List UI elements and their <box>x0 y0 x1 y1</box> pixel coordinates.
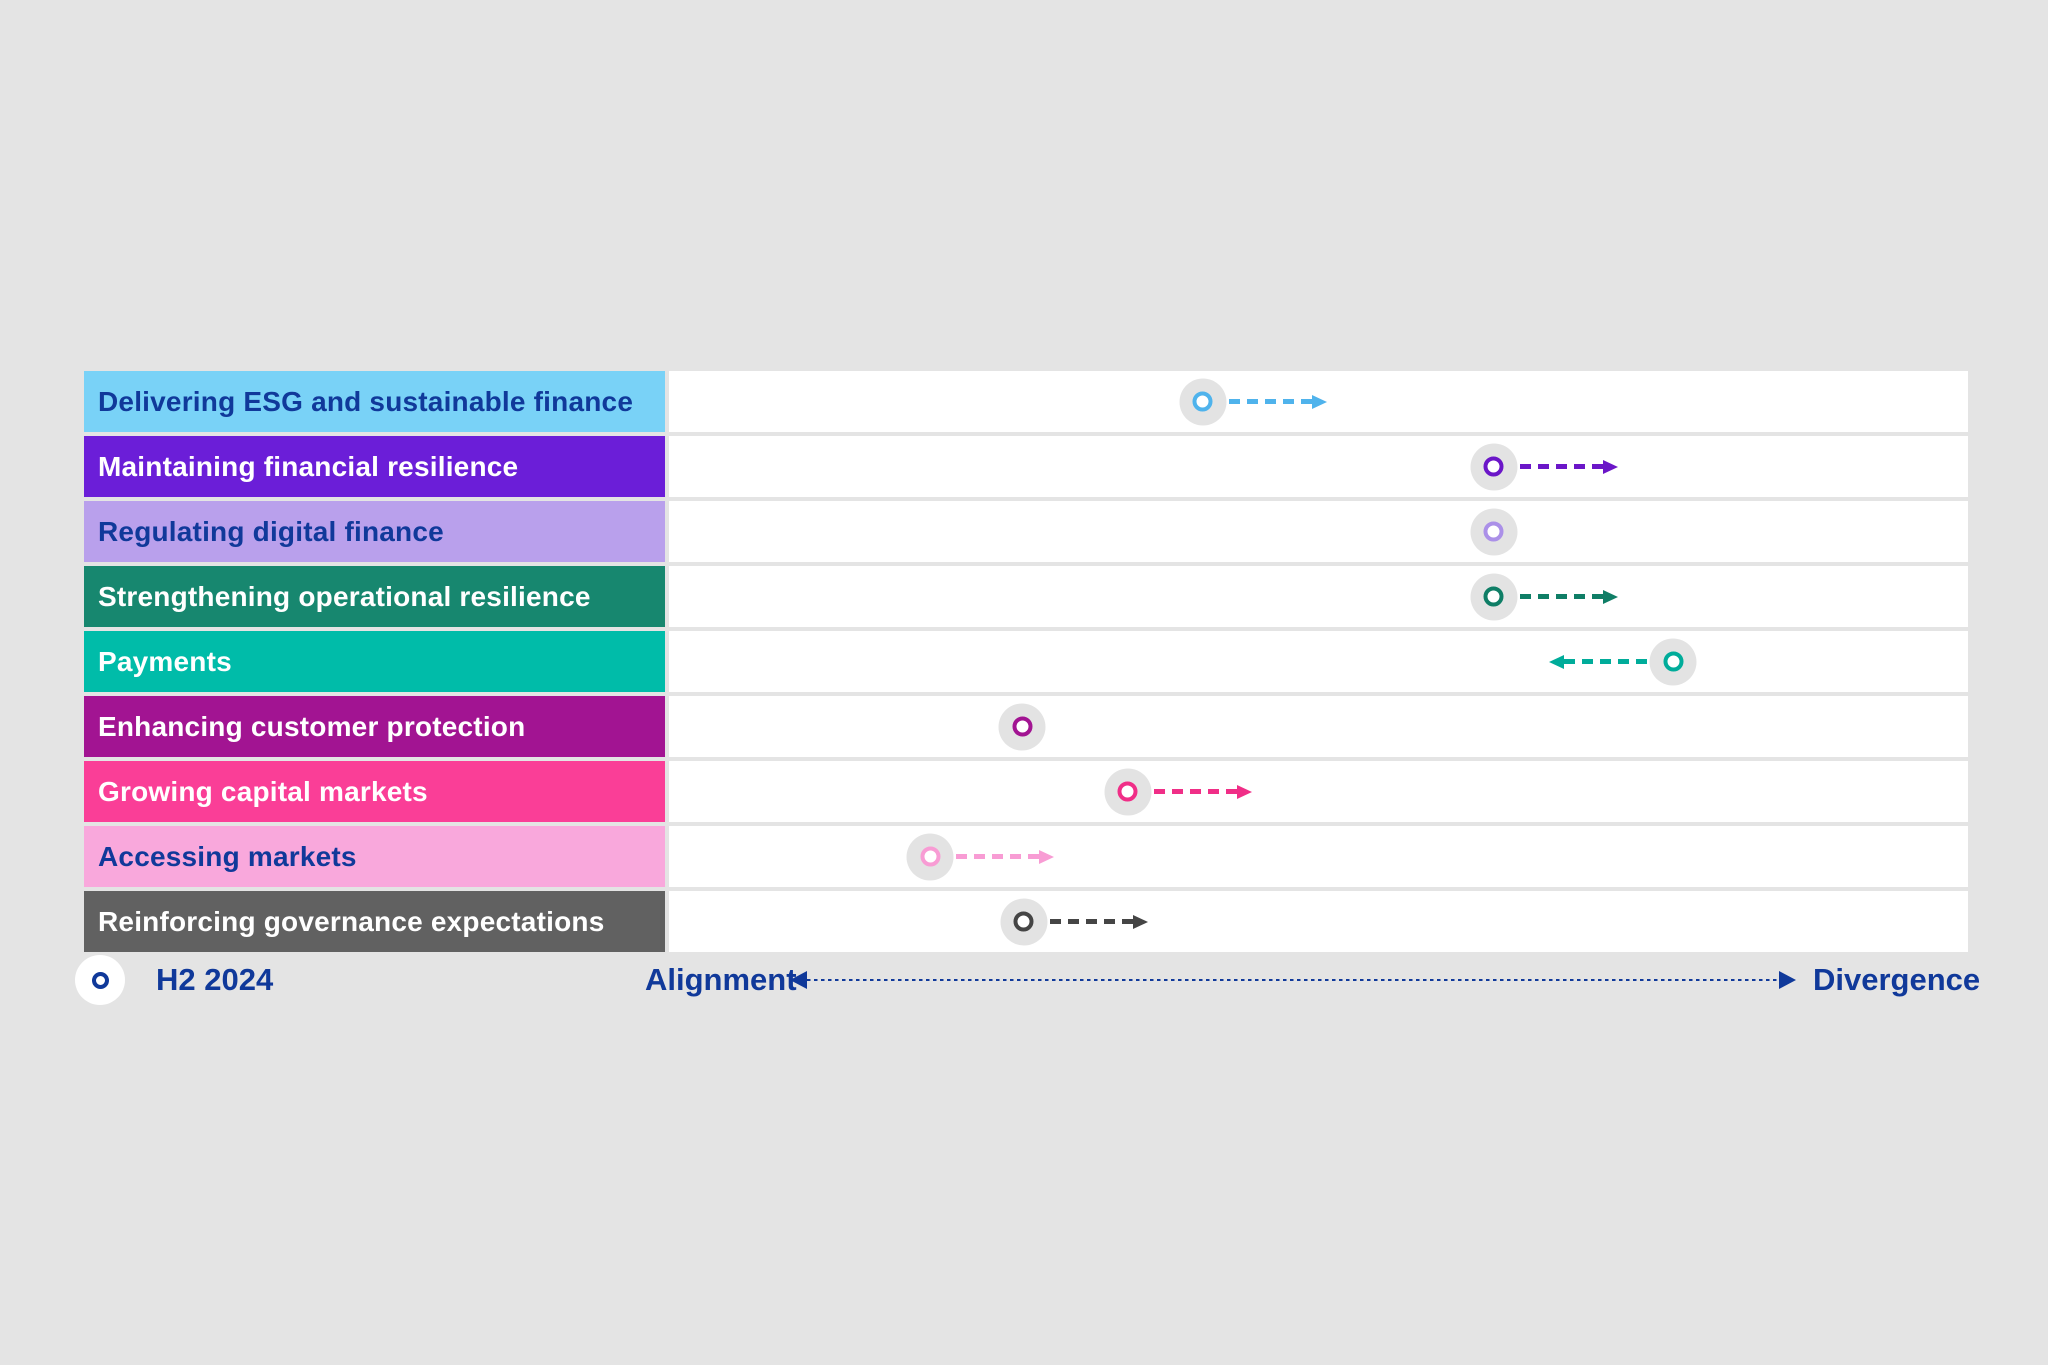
arrowhead-right-icon <box>1311 394 1327 409</box>
arrowhead-right-icon <box>1602 459 1618 474</box>
arrow-left-icon <box>790 971 807 989</box>
open-circle-icon <box>1192 391 1213 412</box>
h2-2024-marker <box>1649 638 1697 685</box>
chart-rows: Delivering ESG and sustainable finance Ma… <box>84 371 1968 952</box>
legend-h2-2024-marker-icon <box>75 955 125 1005</box>
theme-row: Strengthening operational resilience <box>84 566 1968 627</box>
open-circle-icon <box>1483 456 1504 477</box>
theme-row: Growing capital markets <box>84 761 1968 822</box>
h2-2024-marker <box>998 703 1046 750</box>
arrow-right-icon <box>1779 971 1796 989</box>
legend-label: H2 2024 <box>156 962 274 997</box>
theme-track <box>669 891 1968 952</box>
theme-label: Payments <box>84 631 665 692</box>
chart-footer: H2 2024 Alignment Divergence <box>75 952 1980 1012</box>
theme-track <box>669 761 1968 822</box>
theme-label: Maintaining financial resilience <box>84 436 665 497</box>
axis-divergence-label: Divergence <box>1813 962 1981 997</box>
h2-2024-marker <box>1104 768 1152 815</box>
arrowhead-right-icon <box>1602 589 1618 604</box>
trend-arrow-right-icon <box>1519 589 1618 605</box>
dashed-line <box>1049 919 1133 924</box>
open-circle-icon <box>1012 716 1033 737</box>
theme-track <box>669 566 1968 627</box>
h2-2024-marker <box>1470 443 1518 490</box>
alignment-divergence-chart: Delivering ESG and sustainable finance Ma… <box>75 371 1980 1012</box>
trend-arrow-right-icon <box>1228 394 1327 410</box>
theme-row: Enhancing customer protection <box>84 696 1968 757</box>
h2-2024-marker <box>1179 378 1227 425</box>
theme-track <box>669 826 1968 887</box>
open-circle-icon <box>1483 521 1504 542</box>
open-circle-icon <box>1117 781 1138 802</box>
theme-label: Growing capital markets <box>84 761 665 822</box>
theme-label: Delivering ESG and sustainable finance <box>84 371 665 432</box>
theme-label: Reinforcing governance expectations <box>84 891 665 952</box>
theme-row: Reinforcing governance expectations <box>84 891 1968 952</box>
theme-label: Enhancing customer protection <box>84 696 665 757</box>
theme-track <box>669 501 1968 562</box>
theme-track <box>669 696 1968 757</box>
dashed-line <box>1519 594 1603 599</box>
dashed-line <box>956 854 1040 859</box>
h2-2024-marker <box>1470 508 1518 555</box>
trend-arrow-right-icon <box>1153 784 1252 800</box>
open-circle-icon <box>1663 651 1684 672</box>
theme-row: Payments <box>84 631 1968 692</box>
open-circle-icon <box>1483 586 1504 607</box>
theme-label: Strengthening operational resilience <box>84 566 665 627</box>
theme-label: Regulating digital finance <box>84 501 665 562</box>
trend-arrow-right-icon <box>956 849 1055 865</box>
theme-row: Regulating digital finance <box>84 501 1968 562</box>
dashed-line <box>1228 399 1312 404</box>
arrowhead-right-icon <box>1236 784 1252 799</box>
trend-arrow-left-icon <box>1549 654 1648 670</box>
theme-track <box>669 436 1968 497</box>
axis-double-arrow <box>790 970 1796 990</box>
theme-row: Accessing markets <box>84 826 1968 887</box>
axis-dotted-line <box>807 978 1779 982</box>
dashed-line <box>1564 659 1648 664</box>
h2-2024-marker <box>1000 898 1048 945</box>
arrowhead-right-icon <box>1132 914 1148 929</box>
arrowhead-right-icon <box>1039 849 1055 864</box>
theme-row: Maintaining financial resilience <box>84 436 1968 497</box>
dashed-line <box>1519 464 1603 469</box>
dashed-line <box>1153 789 1237 794</box>
theme-row: Delivering ESG and sustainable finance <box>84 371 1968 432</box>
theme-label: Accessing markets <box>84 826 665 887</box>
open-circle-icon <box>91 971 109 989</box>
open-circle-icon <box>920 846 941 867</box>
theme-track <box>669 631 1968 692</box>
open-circle-icon <box>1013 911 1034 932</box>
trend-arrow-right-icon <box>1049 914 1148 930</box>
axis-alignment-label: Alignment <box>645 962 797 997</box>
h2-2024-marker <box>1470 573 1518 620</box>
arrowhead-left-icon <box>1549 654 1565 669</box>
h2-2024-marker <box>906 833 954 880</box>
theme-track <box>669 371 1968 432</box>
trend-arrow-right-icon <box>1519 459 1618 475</box>
